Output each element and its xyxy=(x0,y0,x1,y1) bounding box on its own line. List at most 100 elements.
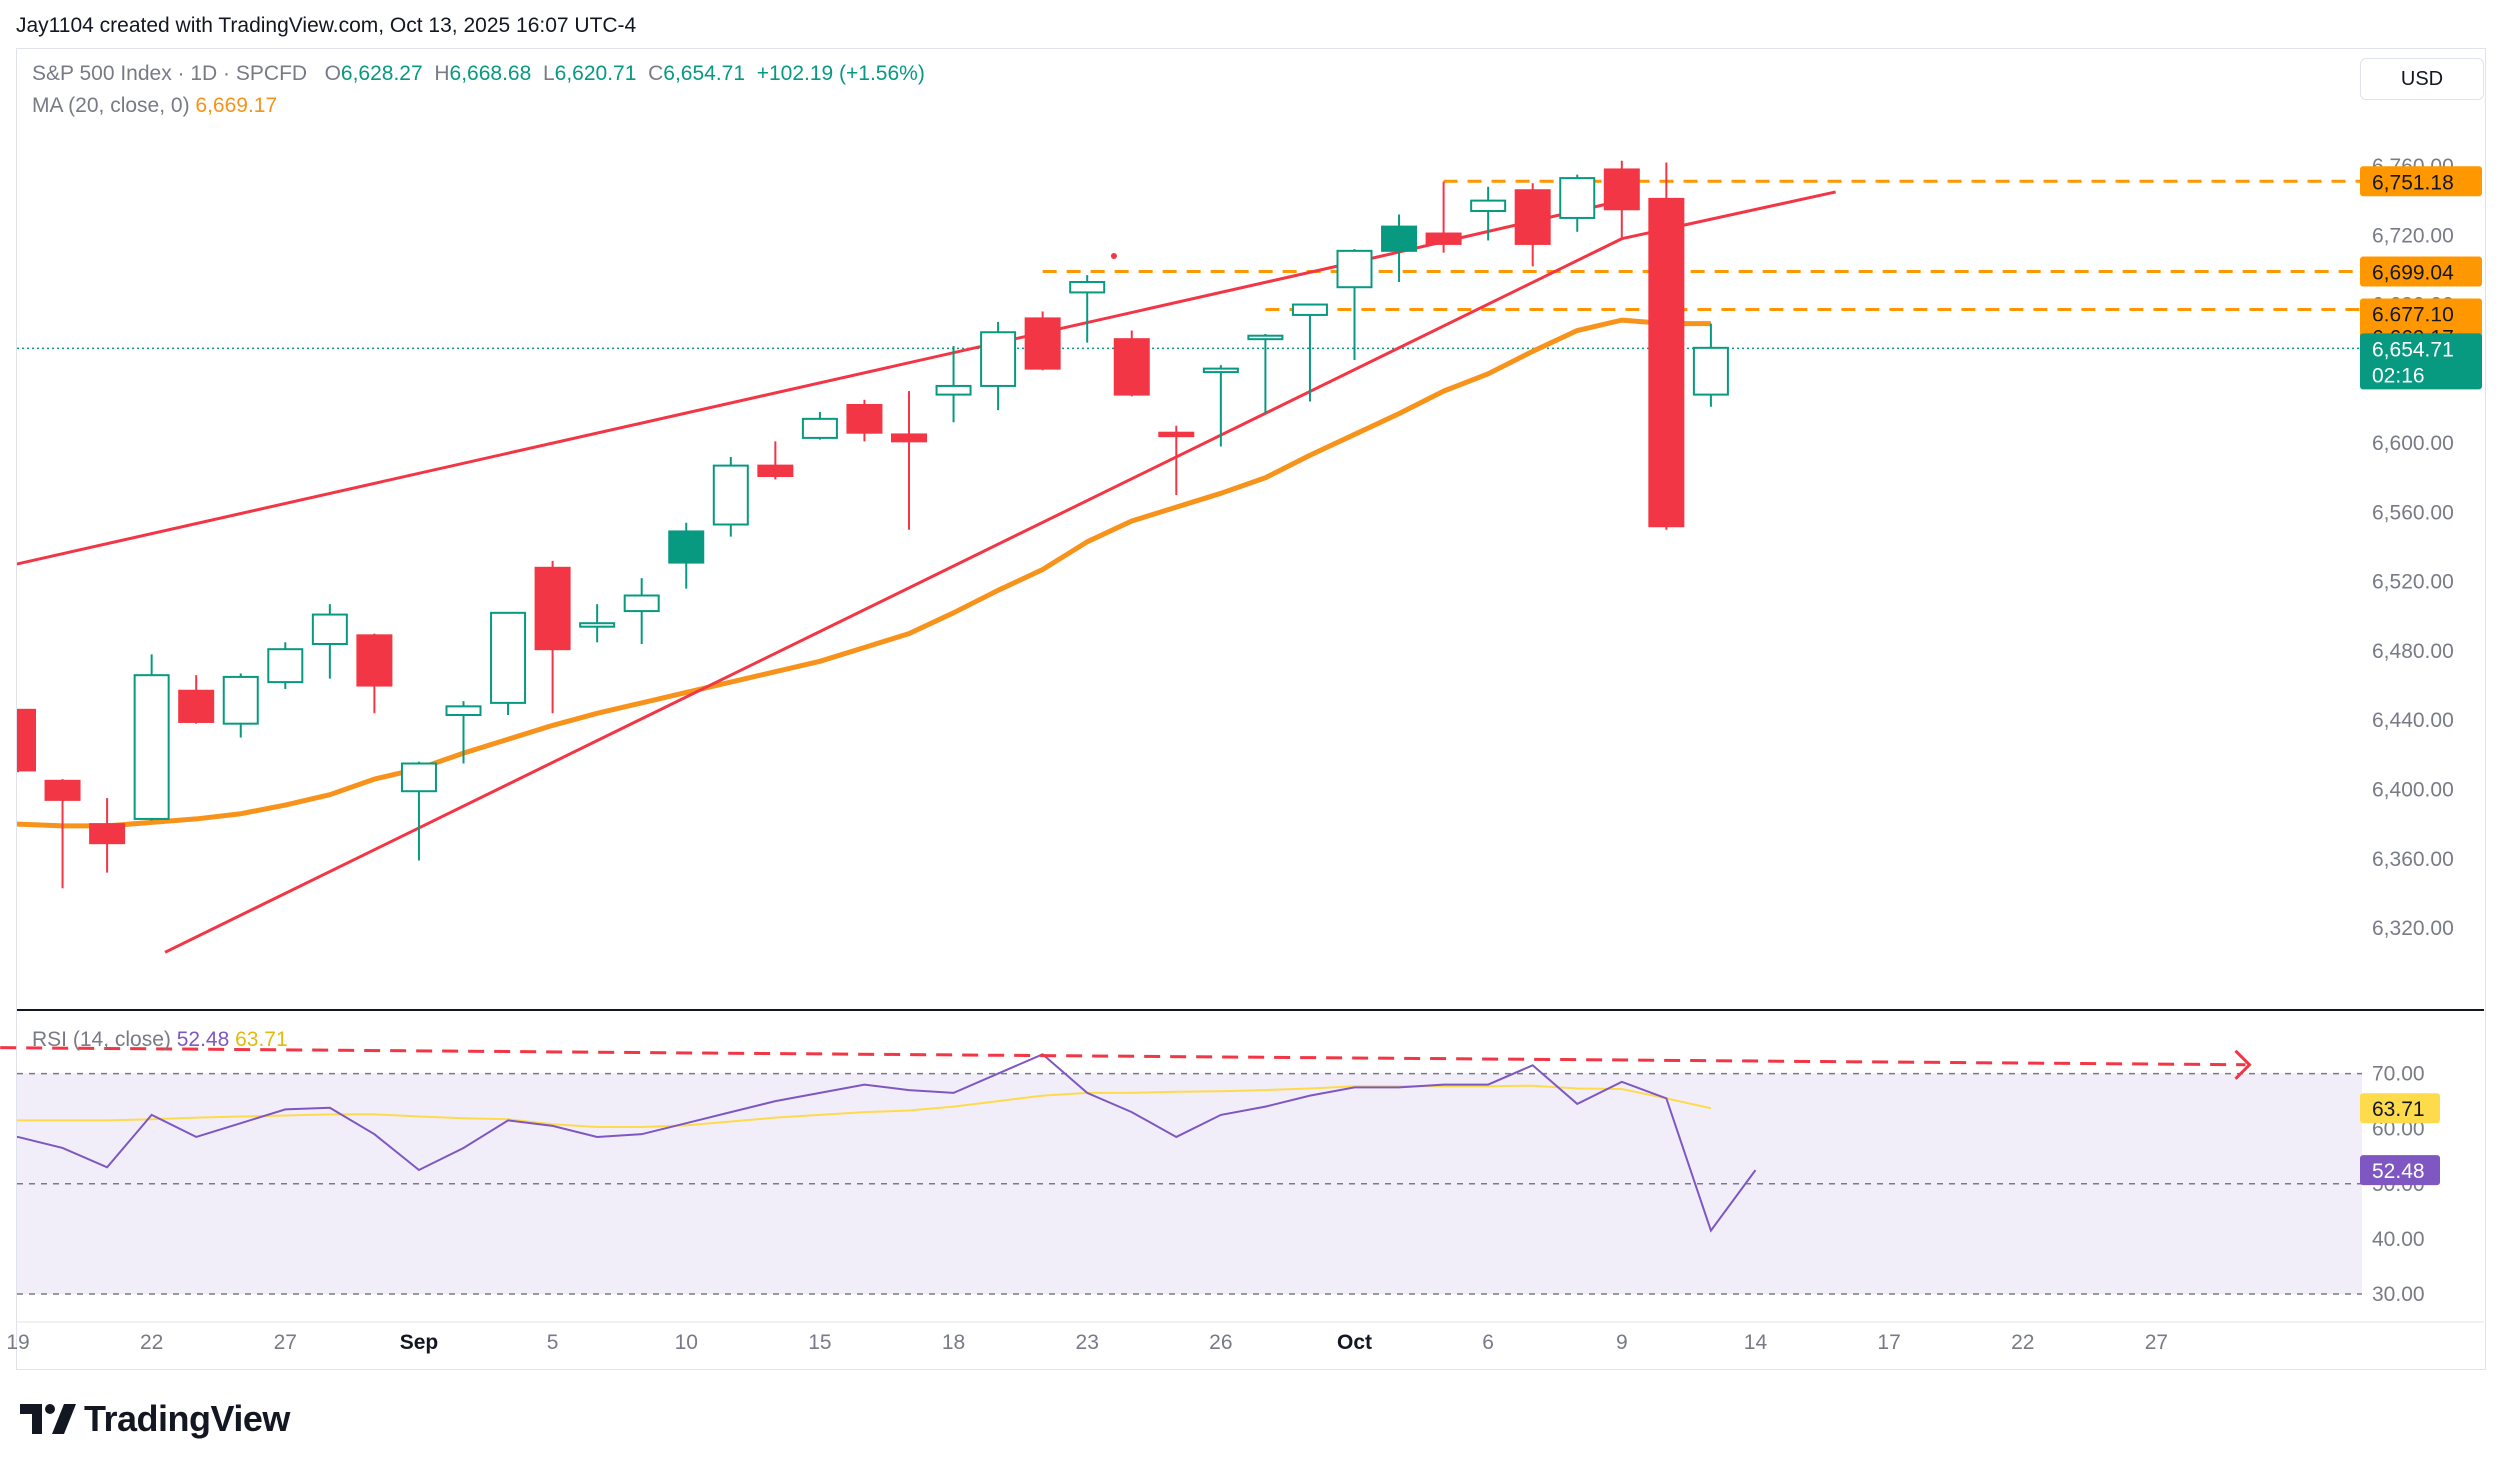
rsi-y-tick-label: 70.00 xyxy=(2372,1063,2425,1086)
candle-body xyxy=(267,648,304,684)
candle-body xyxy=(1202,367,1239,374)
candle xyxy=(757,441,794,480)
candle-body xyxy=(1381,225,1418,252)
x-tick-label: 17 xyxy=(1877,1331,1900,1354)
candle xyxy=(1425,181,1462,253)
x-tick-label: Oct xyxy=(1337,1331,1372,1354)
candle xyxy=(1291,303,1328,402)
candle-body xyxy=(1024,317,1061,370)
candle-body xyxy=(222,675,259,725)
candle xyxy=(490,611,527,716)
candle-body xyxy=(1158,431,1195,438)
candle xyxy=(846,399,883,442)
tradingview-logo-icon xyxy=(20,1404,76,1434)
y-tick-label: 6,720.00 xyxy=(2372,224,2454,247)
rsi-line xyxy=(17,1053,1757,1233)
candle xyxy=(1603,160,1640,239)
rsi-y-tick-label: 60.00 xyxy=(2372,1118,2425,1141)
open-value: 6,628.27 xyxy=(340,62,423,85)
symbol-name[interactable]: S&P 500 Index · 1D · SPCFD xyxy=(32,62,308,85)
price-axis-badge-label: 6,699.04 xyxy=(2372,262,2454,285)
x-tick-label: 14 xyxy=(1744,1331,1768,1354)
price-axis-badge-label: 6,751.18 xyxy=(2372,171,2454,194)
price-axis-badge xyxy=(2360,166,2482,197)
rsi-y-tick-label: 40.00 xyxy=(2372,1228,2425,1251)
rsi-y-tick-label: 30.00 xyxy=(2372,1283,2425,1306)
candle-body xyxy=(1336,249,1373,289)
rsi-axis-badge-label: 63.71 xyxy=(2372,1098,2425,1121)
chart-frame xyxy=(16,48,2486,1370)
rsi-axis-badge xyxy=(2360,1093,2440,1124)
x-tick-label: 15 xyxy=(808,1331,831,1354)
rsi-band xyxy=(17,1073,2362,1294)
candle-body xyxy=(1648,197,1685,528)
candle xyxy=(1336,249,1373,360)
high-label: H xyxy=(434,62,450,85)
y-tick-label: 6,600.00 xyxy=(2372,432,2454,455)
candle xyxy=(668,522,705,589)
y-tick-label: 6,480.00 xyxy=(2372,640,2454,663)
candle xyxy=(1470,186,1507,241)
candle xyxy=(178,675,215,724)
candle xyxy=(980,321,1017,411)
price-chart[interactable]: 6,760.006,720.006,680.006,640.006,600.00… xyxy=(0,0,2500,1380)
candle-body xyxy=(133,674,170,820)
symbol-legend: S&P 500 Index · 1D · SPCFD O6,628.27 H6,… xyxy=(32,62,925,86)
high-value: 6,668.68 xyxy=(449,62,532,85)
candle-body xyxy=(1559,177,1596,219)
close-value: 6,654.71 xyxy=(663,62,746,85)
candle xyxy=(267,642,304,690)
candle xyxy=(579,604,616,643)
tradingview-logo: TradingView xyxy=(20,1398,290,1440)
candle xyxy=(400,761,437,861)
rsi-divergence-line xyxy=(0,1046,2246,1067)
price-axis-badge xyxy=(2360,298,2482,329)
change-value: +102.19 (+1.56%) xyxy=(756,62,925,85)
close-label: C xyxy=(648,62,664,85)
candle xyxy=(44,779,81,889)
candle xyxy=(1024,311,1061,371)
rsi-legend-ma-value: 63.71 xyxy=(235,1028,288,1051)
candle xyxy=(623,578,660,644)
candle xyxy=(17,708,36,773)
candle-body xyxy=(534,566,571,651)
candle xyxy=(1247,333,1284,414)
y-tick-label: 6,320.00 xyxy=(2372,917,2454,940)
rsi-pane xyxy=(17,1053,2362,1295)
x-tick-label: 18 xyxy=(942,1331,965,1354)
low-value: 6,620.71 xyxy=(554,62,637,85)
rsi-legend-value: 52.48 xyxy=(177,1028,235,1051)
candle-body xyxy=(623,594,660,613)
ma-label[interactable]: MA (20, close, 0) xyxy=(32,94,190,117)
low-label: L xyxy=(542,62,555,85)
candle-body xyxy=(1603,168,1640,211)
x-tick-label: 19 xyxy=(6,1331,29,1354)
candle xyxy=(133,654,170,821)
rsi-legend: RSI (14, close) 52.48 63.71 xyxy=(32,1028,288,1051)
candle-body xyxy=(44,779,81,801)
candle xyxy=(1559,174,1596,232)
candle xyxy=(1648,162,1685,530)
logo-text: TradingView xyxy=(84,1398,290,1439)
candle-body xyxy=(178,689,215,723)
candle xyxy=(534,560,571,714)
x-tick-label: Sep xyxy=(400,1331,439,1354)
y-tick-label: 6,440.00 xyxy=(2372,709,2454,732)
candle-body xyxy=(668,530,705,564)
price-axis-badge xyxy=(2360,333,2482,390)
candle xyxy=(1069,275,1106,343)
ma-legend: MA (20, close, 0) 6,669.17 xyxy=(32,94,277,118)
candle xyxy=(1514,183,1551,267)
candle xyxy=(935,346,972,423)
candle xyxy=(1113,330,1150,397)
candle xyxy=(1202,365,1239,447)
rsi-axis-badge-label: 52.48 xyxy=(2372,1160,2425,1183)
ma-line xyxy=(17,317,1711,829)
currency-button[interactable]: USD xyxy=(2360,58,2484,100)
lower-trendline xyxy=(164,190,1836,954)
creator-credit: Jay1104 created with TradingView.com, Oc… xyxy=(16,14,637,37)
candle-body xyxy=(445,705,482,717)
x-tick-label: 26 xyxy=(1209,1331,1232,1354)
candle xyxy=(356,633,393,714)
candle xyxy=(89,798,126,873)
